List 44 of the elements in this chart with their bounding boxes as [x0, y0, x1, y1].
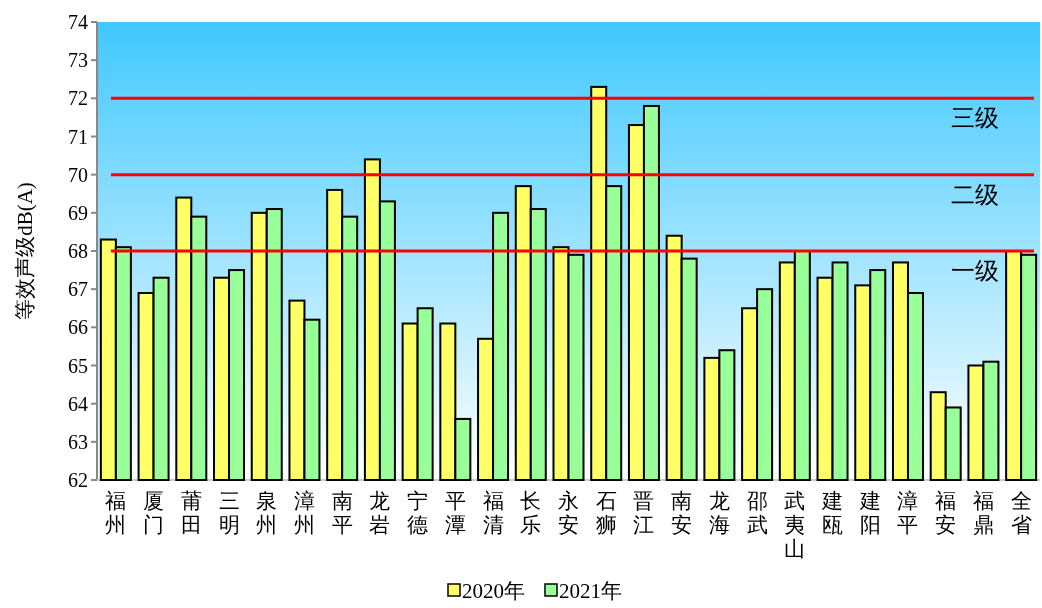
x-tick-label: 石狮 — [595, 489, 617, 537]
x-tick-label: 邵武 — [746, 489, 768, 537]
y-tick-label: 65 — [68, 354, 88, 377]
y-tick-label: 70 — [68, 163, 88, 186]
y-axis-title: 等效声级dB(A) — [13, 182, 37, 320]
legend-label: 2020年 — [462, 579, 525, 603]
x-tick-label: 晋江 — [633, 489, 655, 537]
x-tick-label: 永安 — [558, 489, 579, 537]
x-tick-label: 泉州 — [256, 489, 278, 537]
x-tick-label: 漳平 — [897, 489, 919, 537]
x-tick-label: 龙岩 — [369, 489, 391, 537]
x-tick-label: 武夷山 — [784, 489, 806, 561]
x-tick-label: 南平 — [331, 489, 353, 537]
y-tick-label: 68 — [68, 240, 88, 262]
x-tick-label: 龙海 — [708, 489, 730, 537]
y-tick-label: 64 — [68, 392, 88, 415]
x-tick-label: 平潭 — [444, 489, 466, 537]
x-tick-label: 南安 — [671, 489, 693, 537]
y-tick-label: 74 — [68, 11, 88, 33]
y-tick-label: 67 — [68, 278, 88, 301]
ref-line-label: 一级 — [951, 258, 999, 284]
legend-label: 2021年 — [559, 579, 622, 603]
x-tick-label: 莆田 — [180, 489, 202, 537]
x-tick-label: 福州 — [105, 489, 127, 537]
x-tick-label: 建瓯 — [821, 489, 844, 537]
x-tick-label: 福安 — [935, 489, 957, 537]
y-tick-label: 63 — [68, 430, 88, 453]
ref-line-label: 三级 — [951, 105, 999, 132]
y-tick-label: 69 — [68, 201, 88, 224]
x-tick-label: 建阳 — [858, 489, 881, 537]
y-tick-label: 66 — [68, 316, 88, 339]
x-tick-label: 福鼎 — [972, 489, 994, 537]
y-tick-label: 73 — [68, 49, 88, 72]
ref-line-label: 二级 — [951, 181, 999, 208]
x-tick-label: 福清 — [482, 489, 504, 537]
x-tick-label: 长乐 — [520, 489, 542, 537]
x-tick-label: 漳州 — [293, 489, 315, 537]
x-tick-label: 全省 — [1010, 489, 1032, 537]
y-tick-label: 62 — [68, 469, 88, 491]
x-tick-label: 厦门 — [143, 489, 165, 537]
x-tick-label: 宁德 — [407, 489, 429, 537]
y-tick-label: 72 — [68, 87, 88, 110]
y-tick-label: 71 — [68, 125, 88, 148]
x-tick-label: 三明 — [218, 489, 240, 537]
